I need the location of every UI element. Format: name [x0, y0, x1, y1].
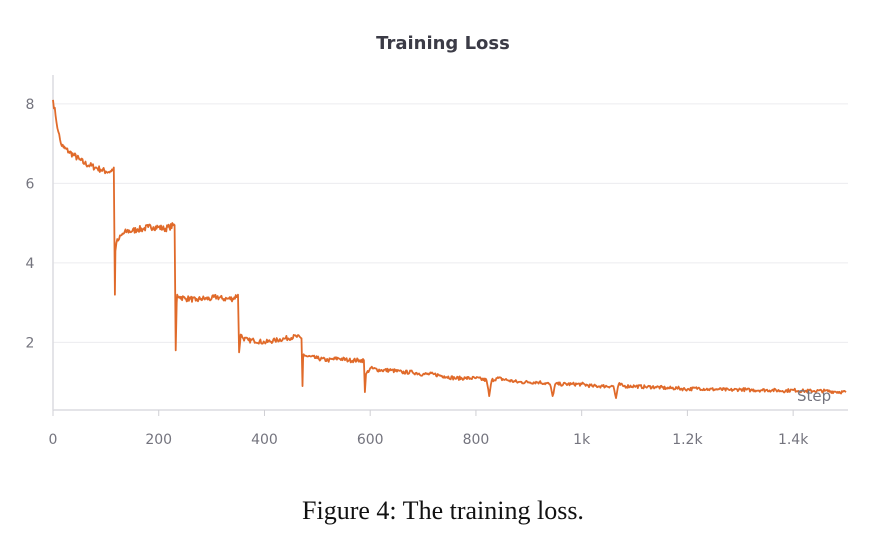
x-axis-label: Step	[797, 387, 831, 405]
y-tick-label: 8	[26, 97, 35, 113]
y-tick-label: 6	[26, 176, 35, 192]
x-tick-label: 800	[463, 432, 490, 448]
figure-caption: Figure 4: The training loss.	[302, 496, 584, 525]
chart-title: Training Loss	[376, 33, 510, 54]
gridlines	[53, 103, 848, 343]
y-tick-label: 2	[26, 335, 35, 351]
x-tick-label: 200	[145, 432, 172, 448]
loss-line	[52, 99, 847, 399]
x-tick-label: 400	[251, 432, 278, 448]
x-tick-label: 1.4k	[778, 432, 809, 448]
x-tick-label: 600	[357, 432, 384, 448]
x-tick-label: 0	[49, 432, 58, 448]
y-axis-ticks: 2 4 6 8	[26, 97, 35, 352]
axes	[52, 75, 848, 411]
x-axis-ticks: 0 200 400 600 800 1k 1.2k 1.4k	[49, 410, 809, 448]
x-tick-label: 1.2k	[672, 432, 703, 448]
y-tick-label: 4	[26, 256, 35, 272]
x-tick-label: 1k	[573, 432, 591, 448]
